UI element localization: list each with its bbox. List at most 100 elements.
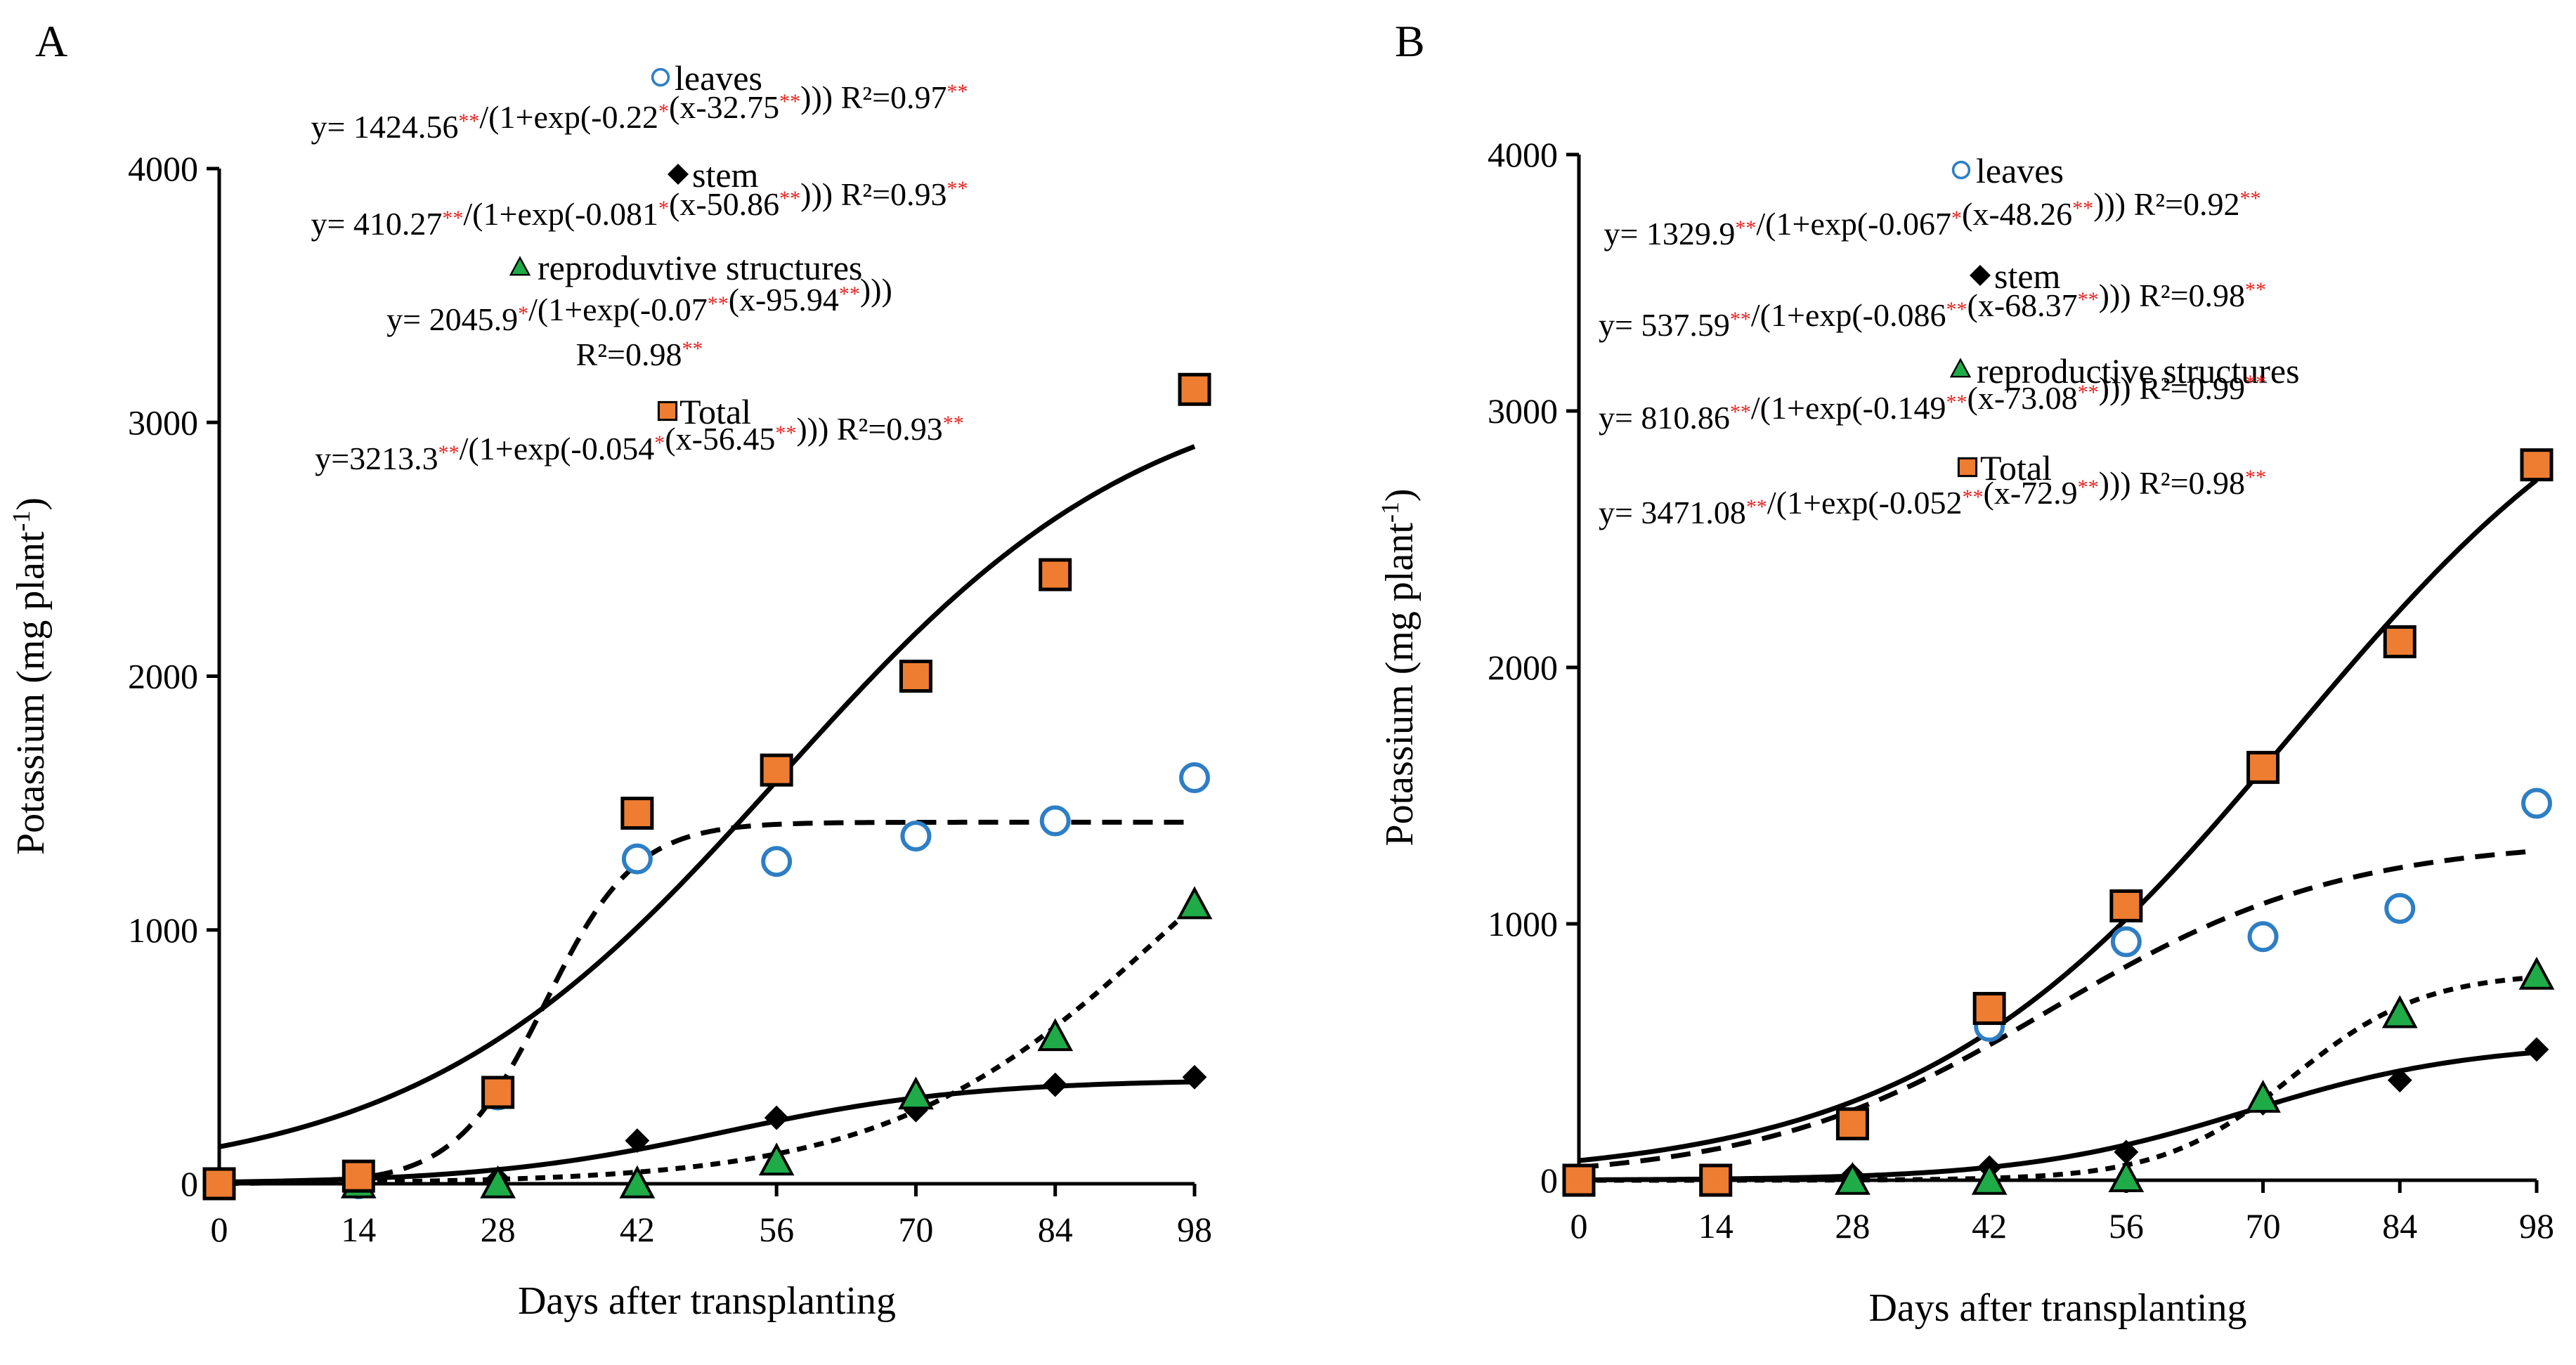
x-tick-label: 98 [2519, 1206, 2554, 1246]
data-point-total [481, 1076, 515, 1109]
y-axis-label-b: Potassium (mg plant-1) [1376, 488, 1422, 846]
data-point-total [1562, 1163, 1596, 1197]
x-tick-label: 56 [759, 1210, 794, 1249]
equation-total: y=3213.3**/(1+exp(-0.054*(x-56.45**))) R… [315, 411, 964, 476]
fit-curve-stem [219, 1079, 1195, 1185]
data-point-stem [625, 1128, 650, 1154]
data-point-stem [2524, 1037, 2549, 1062]
data-point-reproductive [1037, 1018, 1074, 1052]
x-tick-label: 70 [2246, 1206, 2281, 1246]
y-tick-label: 4000 [1488, 135, 1558, 174]
x-tick-label: 84 [1038, 1210, 1073, 1249]
data-point-leaves [2247, 921, 2279, 953]
data-point-leaves [621, 843, 653, 875]
data-point-leaves [2521, 788, 2552, 819]
data-point-reproductive [619, 1165, 656, 1199]
x-tick-label: 28 [481, 1210, 516, 1249]
x-tick-label: 42 [1972, 1206, 2007, 1246]
data-point-reproductive [1176, 886, 1213, 920]
data-point-total [2246, 750, 2280, 784]
data-point-reproductive [898, 1076, 934, 1110]
x-tick-label: 0 [211, 1210, 228, 1249]
chart-panel-a: 0 1000 2000 3000 4000 0 14 28 42 56 70 84 98 Days aft… [7, 58, 1213, 1323]
equation-leaves: y= 1329.9**/(1+exp(-0.067*(x-48.26**))) … [1604, 186, 2260, 252]
panel-label-b: B [1395, 16, 1425, 66]
data-point-total [1699, 1163, 1733, 1197]
fit-curve-reproductive [219, 903, 1197, 1186]
data-point-leaves [761, 846, 793, 877]
equation-total: y= 3471.08**/(1+exp(-0.052**(x-72.9**)))… [1599, 465, 2266, 530]
data-point-total [2520, 448, 2554, 482]
panel-label-a: A [35, 16, 67, 66]
x-tick-label: 14 [1698, 1206, 1733, 1246]
data-point-leaves [2110, 926, 2142, 958]
data-point-stem [2387, 1068, 2412, 1093]
legend-label-total: Total [1980, 448, 2052, 488]
x-tick-label: 28 [1835, 1206, 1870, 1246]
equation-reproductive: y= 2045.9*/(1+exp(-0.07**(x-95.94**))) [386, 272, 892, 337]
equation-stem: y= 410.27**/(1+exp(-0.081*(x-50.86**))) … [311, 176, 968, 242]
data-point-reproductive [2245, 1079, 2281, 1113]
data-point-total [1972, 991, 2006, 1025]
legend-marker-reproductive [1949, 358, 1972, 378]
legend-marker-total [1957, 457, 1978, 478]
fit-curve-reproductive [1579, 974, 2537, 1183]
data-point-leaves [900, 821, 932, 852]
x-tick-label: 70 [898, 1210, 933, 1249]
y-tick-label: 3000 [1488, 391, 1558, 431]
x-tick-label: 0 [1570, 1206, 1588, 1246]
legend-label-leaves: leaves [675, 58, 762, 98]
y-tick-label: 1000 [128, 910, 198, 950]
y-tick-label: 2000 [128, 657, 198, 696]
x-axis-label-b: Days after transplanting [1868, 1286, 2246, 1330]
data-point-stem [1182, 1064, 1207, 1090]
legend-label-reproductive: reproduvtive structures [538, 248, 862, 287]
legend-marker-leaves [1951, 160, 1971, 180]
data-point-total [202, 1167, 236, 1201]
x-tick-label: 98 [1177, 1210, 1212, 1249]
data-point-total [1178, 372, 1211, 406]
equation-leaves: y= 1424.56**/(1+exp(-0.22*(x-32.75**))) … [311, 79, 968, 145]
data-point-reproductive [2381, 995, 2418, 1028]
legend-marker-leaves [651, 67, 670, 87]
data-point-total [620, 797, 654, 830]
data-point-total [1039, 558, 1072, 592]
data-point-stem [764, 1105, 789, 1130]
data-point-reproductive [1971, 1161, 2008, 1195]
legend-label-stem: stem [692, 155, 759, 195]
x-axis-label-a: Days after transplanting [518, 1279, 896, 1323]
data-point-leaves [2384, 893, 2416, 925]
legend-marker-reproductive [509, 256, 531, 276]
x-tick-label: 84 [2382, 1206, 2417, 1246]
data-point-reproductive [2518, 956, 2555, 990]
legend-marker-total [657, 400, 678, 422]
legend-marker-stem [1969, 264, 1991, 287]
data-point-reproductive [480, 1165, 516, 1199]
x-tick-label: 14 [341, 1210, 376, 1249]
data-point-total [899, 660, 932, 693]
equation-r2-reproductive: R²=0.98** [576, 337, 703, 372]
y-tick-label: 4000 [128, 149, 198, 188]
fit-curve-total [1578, 478, 2539, 1163]
y-tick-label: 1000 [1488, 904, 1558, 943]
y-axis-label-a: Potassium (mg plant-1) [7, 497, 53, 855]
legend-label-leaves: leaves [1976, 151, 2064, 190]
data-point-reproductive [758, 1142, 795, 1176]
legend-marker-stem [667, 163, 689, 185]
chart-panel-b: 0 1000 2000 3000 4000 0 14 28 42 56 70 84 98 Days aft… [1376, 135, 2555, 1330]
legend-label-total: Total [679, 392, 751, 431]
data-point-leaves [1039, 805, 1071, 837]
data-point-total [2109, 889, 2143, 922]
equation-stem: y= 537.59**/(1+exp(-0.086**(x-68.37**)))… [1599, 277, 2266, 343]
fit-curve-leaves [1578, 848, 2537, 1170]
x-tick-label: 42 [620, 1210, 655, 1249]
y-tick-label: 0 [181, 1164, 198, 1203]
fit-curve-total [219, 444, 1196, 1149]
legend-label-reproductive: reproductive structures [1977, 351, 2300, 391]
y-tick-label: 3000 [128, 403, 198, 442]
data-point-total [760, 753, 793, 787]
data-point-stem [1043, 1072, 1068, 1097]
data-point-total [1835, 1107, 1869, 1141]
